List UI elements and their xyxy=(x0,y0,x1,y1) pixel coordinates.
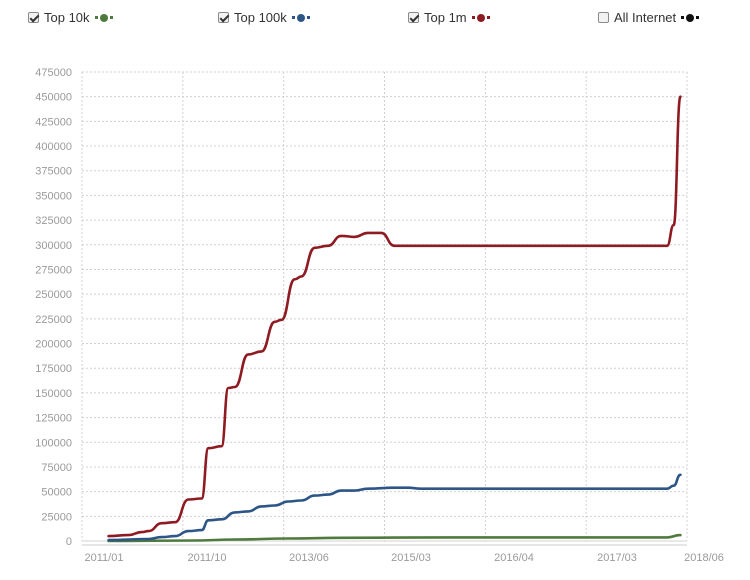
y-tick-label: 375000 xyxy=(35,166,72,178)
legend-label-top-100k: Top 100k xyxy=(234,10,287,25)
y-tick-label: 200000 xyxy=(35,339,72,351)
y-tick-label: 100000 xyxy=(35,437,72,449)
x-tick-label: 2013/06 xyxy=(289,552,329,564)
y-tick-label: 475000 xyxy=(35,67,72,79)
legend-label-top-1m: Top 1m xyxy=(424,10,467,25)
legend-swatch-top-100k xyxy=(291,13,310,22)
y-tick-label: 450000 xyxy=(35,92,72,104)
line-chart: 0 25000 50000 75000 100000 125000 150000 175000… xyxy=(35,67,724,564)
x-tick-label: 2018/06 xyxy=(684,552,724,564)
x-tick-label: 2015/03 xyxy=(391,552,431,564)
legend-item-all-internet[interactable]: All Internet xyxy=(598,10,700,25)
y-tick-label: 425000 xyxy=(35,116,72,128)
legend-label-top-10k: Top 10k xyxy=(44,10,90,25)
checkbox-top-1m[interactable] xyxy=(408,12,419,23)
series-line-top-100k xyxy=(107,473,682,542)
x-tick-label: 2011/10 xyxy=(188,552,227,564)
chart-grid xyxy=(81,71,688,546)
x-tick-label: 2011/01 xyxy=(85,552,124,564)
legend-item-top-100k[interactable]: Top 100k xyxy=(218,10,310,25)
legend-swatch-top-10k xyxy=(94,13,113,22)
y-axis-ticks: 0 25000 50000 75000 100000 125000 150000 175000… xyxy=(35,67,72,548)
y-tick-label: 225000 xyxy=(35,314,72,326)
y-tick-label: 125000 xyxy=(35,413,72,425)
checkbox-top-10k[interactable] xyxy=(28,12,39,23)
y-tick-label: 175000 xyxy=(35,363,72,375)
checkbox-top-100k[interactable] xyxy=(218,12,229,23)
y-tick-label: 400000 xyxy=(35,141,72,153)
x-axis-ticks: 2011/01 2011/10 2013/06 2015/03 2016/04 2017/… xyxy=(85,552,724,564)
y-tick-label: 25000 xyxy=(41,511,72,523)
legend-swatch-all-internet xyxy=(681,13,700,22)
y-tick-label: 325000 xyxy=(35,215,72,227)
series-line-top-1m xyxy=(107,95,682,538)
y-tick-label: 300000 xyxy=(35,240,72,252)
legend-swatch-top-1m xyxy=(471,13,490,22)
chart-legend: Top 10k Top 100k Top 1m All Internet xyxy=(0,0,750,40)
x-tick-label: 2016/04 xyxy=(494,552,534,564)
legend-item-top-10k[interactable]: Top 10k xyxy=(28,10,113,25)
y-tick-label: 0 xyxy=(66,536,72,548)
y-tick-label: 275000 xyxy=(35,264,72,276)
x-tick-label: 2017/03 xyxy=(597,552,637,564)
chart-series xyxy=(107,95,682,543)
checkbox-all-internet[interactable] xyxy=(598,12,609,23)
series-line-top-10k xyxy=(107,533,682,543)
legend-label-all-internet: All Internet xyxy=(614,10,677,25)
y-tick-label: 350000 xyxy=(35,190,72,202)
y-tick-label: 50000 xyxy=(41,487,72,499)
legend-item-top-1m[interactable]: Top 1m xyxy=(408,10,490,25)
y-tick-label: 75000 xyxy=(41,462,72,474)
y-tick-label: 250000 xyxy=(35,289,72,301)
y-tick-label: 150000 xyxy=(35,388,72,400)
